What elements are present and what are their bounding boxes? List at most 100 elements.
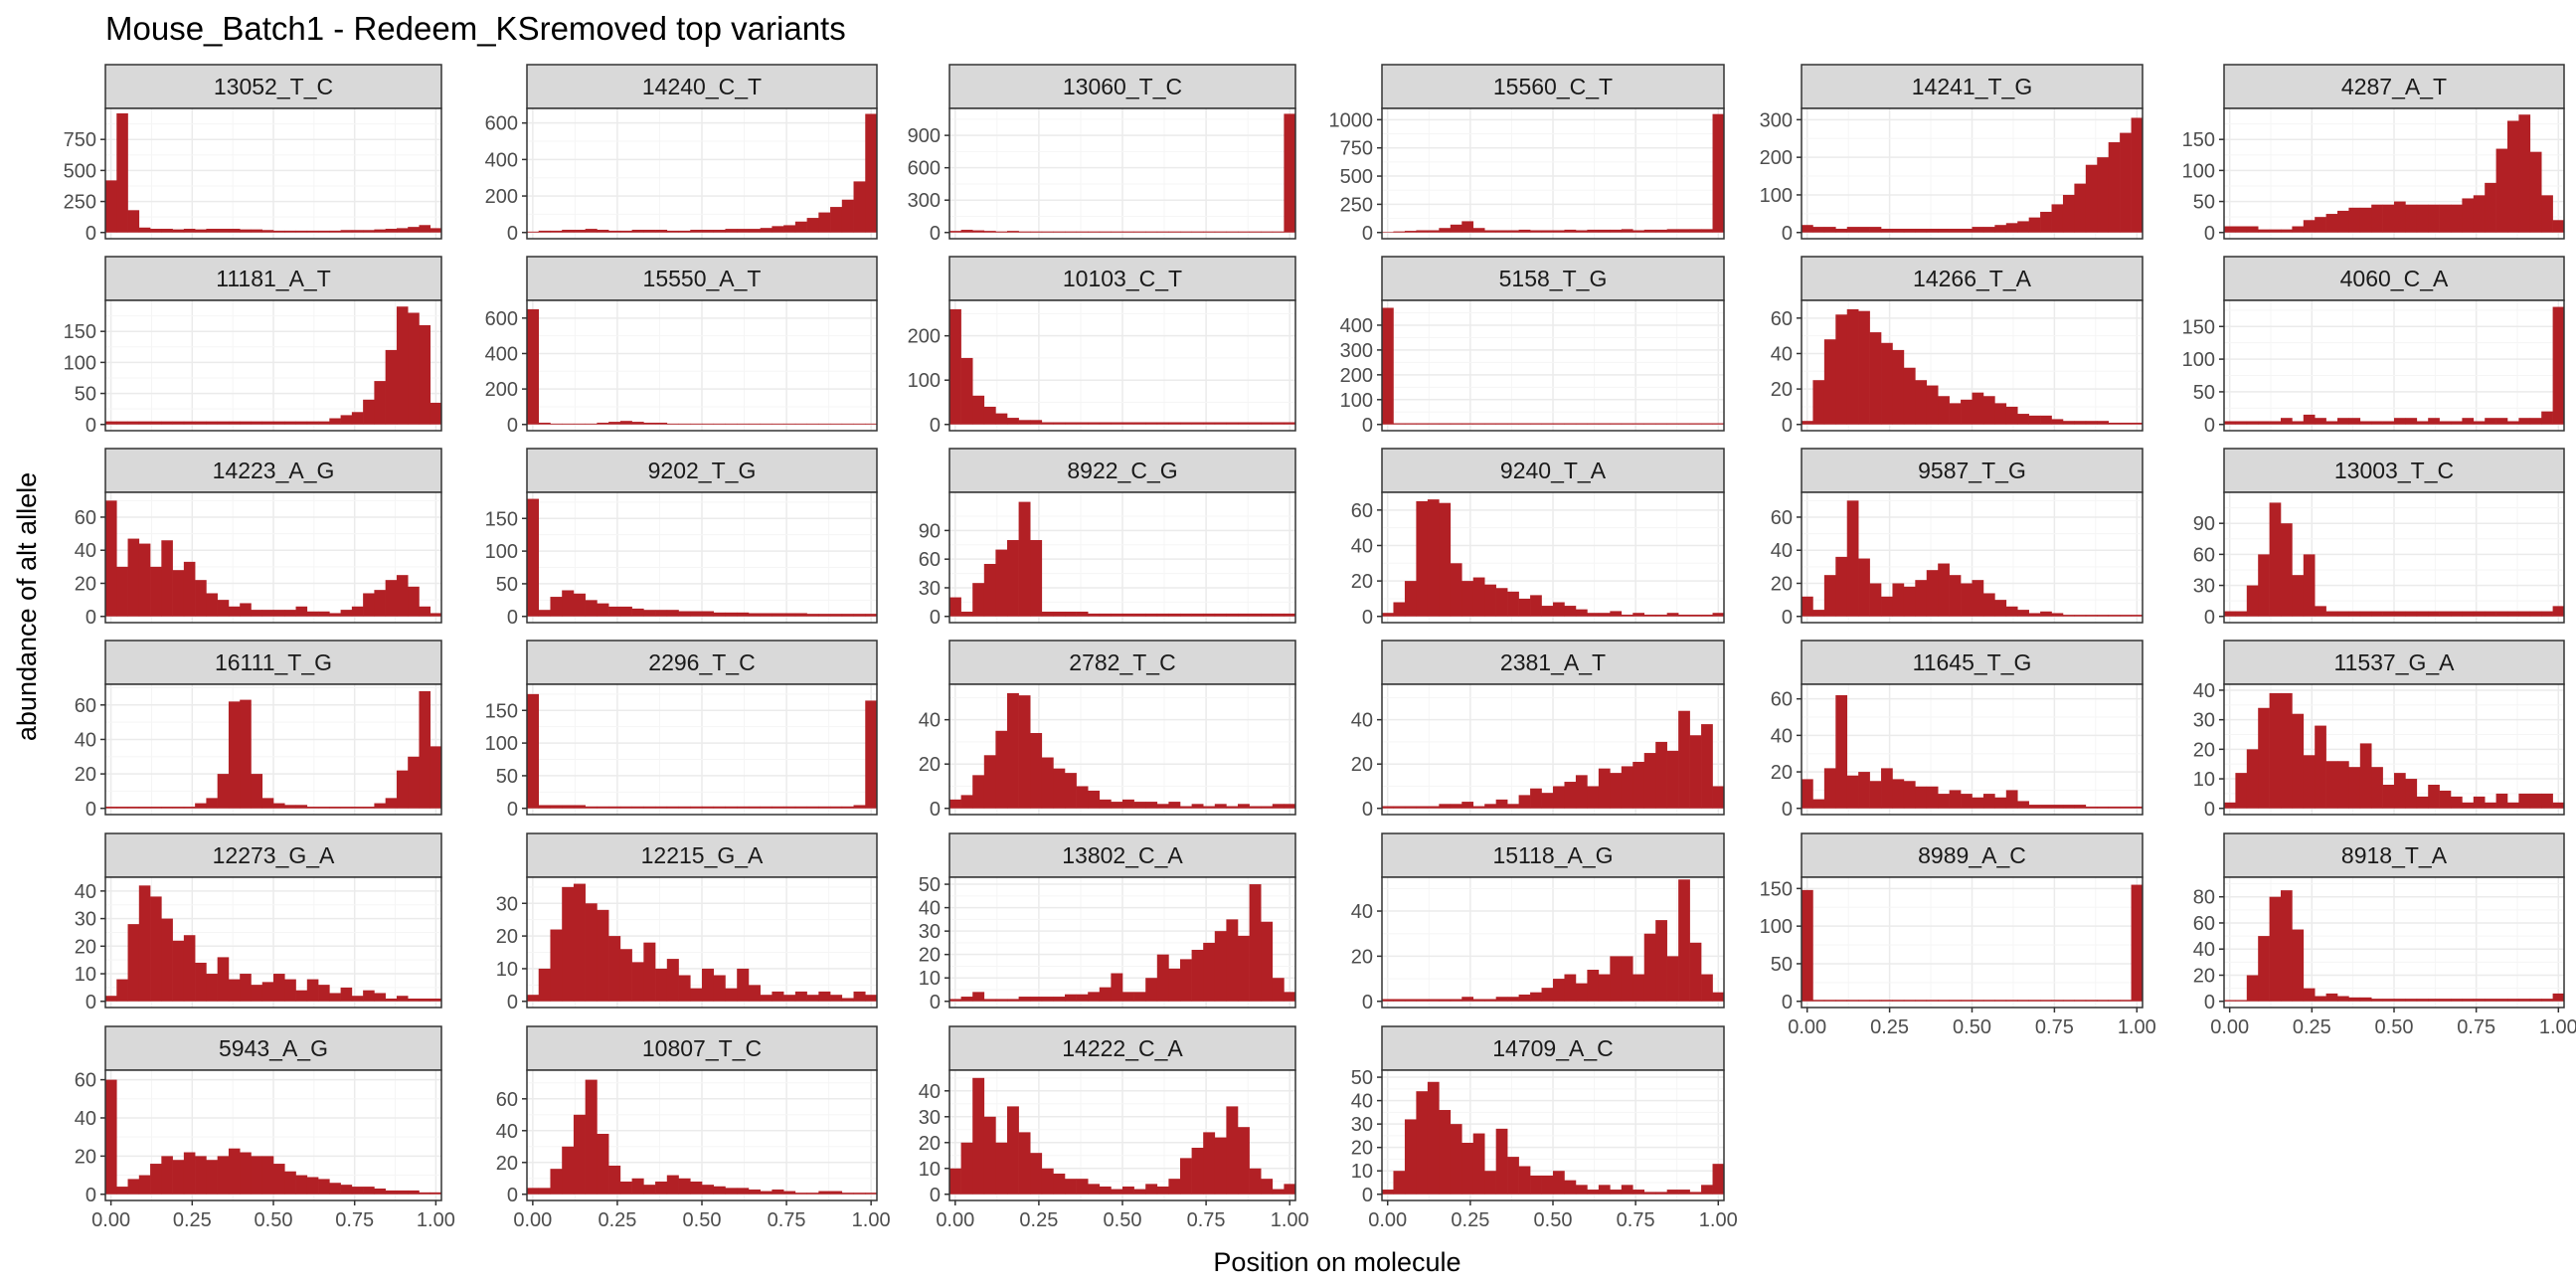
histogram-bar: [217, 229, 230, 233]
y-tick-label: 0: [1362, 992, 1373, 1013]
histogram-bar: [2017, 414, 2029, 425]
histogram-bar: [2439, 204, 2452, 233]
histogram-bar: [2017, 1000, 2029, 1002]
histogram-bar: [748, 229, 761, 233]
histogram-bar: [748, 806, 761, 809]
histogram-bar: [573, 883, 586, 1002]
histogram-bar: [1938, 794, 1950, 809]
histogram-bar: [2416, 204, 2429, 233]
histogram-bar: [1461, 221, 1474, 233]
histogram-bar: [2281, 523, 2293, 617]
histogram-bar: [1881, 768, 1893, 809]
histogram-bar: [2040, 805, 2052, 809]
histogram-bar: [1088, 992, 1101, 1002]
histogram-bar: [105, 421, 117, 425]
histogram-bar: [1678, 229, 1690, 233]
facet-strip-label: 2296_T_C: [648, 649, 755, 675]
histogram-bar: [1145, 613, 1158, 617]
y-tick-label: 750: [64, 129, 96, 151]
facet-strip-label: 14222_C_A: [1062, 1035, 1183, 1061]
histogram-bar: [2235, 611, 2248, 617]
panel-border: [948, 299, 1296, 432]
facet-strip-label: 11181_A_T: [216, 266, 331, 291]
histogram-bar: [1701, 614, 1713, 617]
histogram-bar: [1018, 501, 1031, 617]
histogram-bar: [865, 700, 878, 809]
histogram-bar: [619, 1181, 632, 1195]
histogram-bar: [2371, 204, 2383, 233]
histogram-bar: [995, 730, 1008, 809]
facet-strip: [526, 832, 878, 878]
histogram-bar: [1041, 997, 1054, 1002]
histogram-bar: [408, 312, 420, 425]
facet-panel: 13052_T_C 0 250 500 750: [64, 64, 442, 245]
histogram-bar: [1938, 396, 1950, 425]
histogram-bar: [538, 1188, 551, 1195]
histogram-bar: [261, 1156, 274, 1195]
y-tick-label: 60: [1771, 689, 1793, 711]
x-tick-label: 0.25: [173, 1209, 212, 1231]
y-tick-label: 0: [1362, 1185, 1373, 1206]
histogram-bar: [772, 423, 784, 425]
histogram-bar: [1191, 422, 1204, 425]
histogram-bar: [2040, 611, 2052, 617]
y-tick-label: 40: [2193, 680, 2215, 702]
histogram-bar: [1404, 806, 1417, 809]
facet-panel: 8918_T_A 0 20 40 60 80 0.00 0.25 0.50 0.75 1.00: [2193, 832, 2576, 1038]
histogram-bar: [562, 1146, 575, 1195]
x-tick-label: 0.75: [1617, 1209, 1655, 1231]
histogram-bar: [972, 775, 985, 809]
histogram-bar: [1553, 230, 1565, 233]
histogram-bar: [1226, 422, 1239, 425]
histogram-bar: [2281, 418, 2293, 425]
histogram-bar: [2541, 611, 2553, 617]
histogram-bar: [794, 221, 807, 233]
histogram-bar: [2235, 226, 2248, 233]
histogram-bar: [713, 806, 726, 809]
histogram-bar: [1666, 956, 1679, 1002]
histogram-bar: [1678, 614, 1690, 617]
histogram-bar: [713, 423, 726, 425]
histogram-bar: [2097, 615, 2109, 617]
histogram-bar: [983, 406, 996, 425]
histogram-bar: [655, 968, 668, 1002]
histogram-bar: [408, 998, 420, 1002]
histogram-bar: [1621, 1185, 1633, 1195]
histogram-bar: [1835, 556, 1848, 617]
facet-panel: 13060_T_C 0 300 600 900: [908, 64, 1296, 245]
histogram-bar: [340, 1185, 353, 1195]
histogram-bar: [2051, 613, 2064, 617]
histogram-bar: [1495, 799, 1508, 809]
histogram-bar: [1203, 1132, 1216, 1195]
histogram-bar: [1507, 230, 1519, 233]
facet-panel: 15118_A_G 0 20 40: [1351, 832, 1725, 1013]
y-tick-label: 0: [2204, 223, 2215, 245]
panel-border: [1381, 683, 1725, 816]
histogram-bar: [172, 1160, 185, 1195]
x-tick-label: 0.00: [1788, 1016, 1826, 1038]
histogram-bar: [1261, 1179, 1274, 1195]
histogram-bar: [619, 606, 632, 617]
histogram-bar: [1610, 956, 1623, 1002]
histogram-bar: [2292, 421, 2305, 425]
histogram-bar: [150, 566, 162, 617]
histogram-bar: [1903, 1000, 1916, 1002]
histogram-bar: [1982, 1000, 1995, 1002]
histogram-bar: [983, 999, 996, 1002]
histogram-bar: [127, 421, 140, 425]
histogram-bar: [2529, 418, 2542, 425]
histogram-bar: [261, 421, 274, 425]
histogram-bar: [2281, 890, 2293, 1002]
histogram-bar: [2028, 805, 2041, 809]
histogram-bar: [643, 806, 656, 809]
histogram-bar: [2394, 999, 2406, 1002]
y-tick-label: 0: [930, 1185, 941, 1206]
histogram-bar: [1076, 786, 1089, 809]
histogram-bar: [1450, 563, 1462, 617]
histogram-bar: [2416, 796, 2429, 809]
y-tick-label: 0: [930, 223, 941, 245]
histogram-bar: [643, 942, 656, 1002]
histogram-bar: [783, 806, 796, 809]
histogram-bar: [1111, 231, 1123, 233]
y-tick-label: 0: [1782, 799, 1793, 821]
